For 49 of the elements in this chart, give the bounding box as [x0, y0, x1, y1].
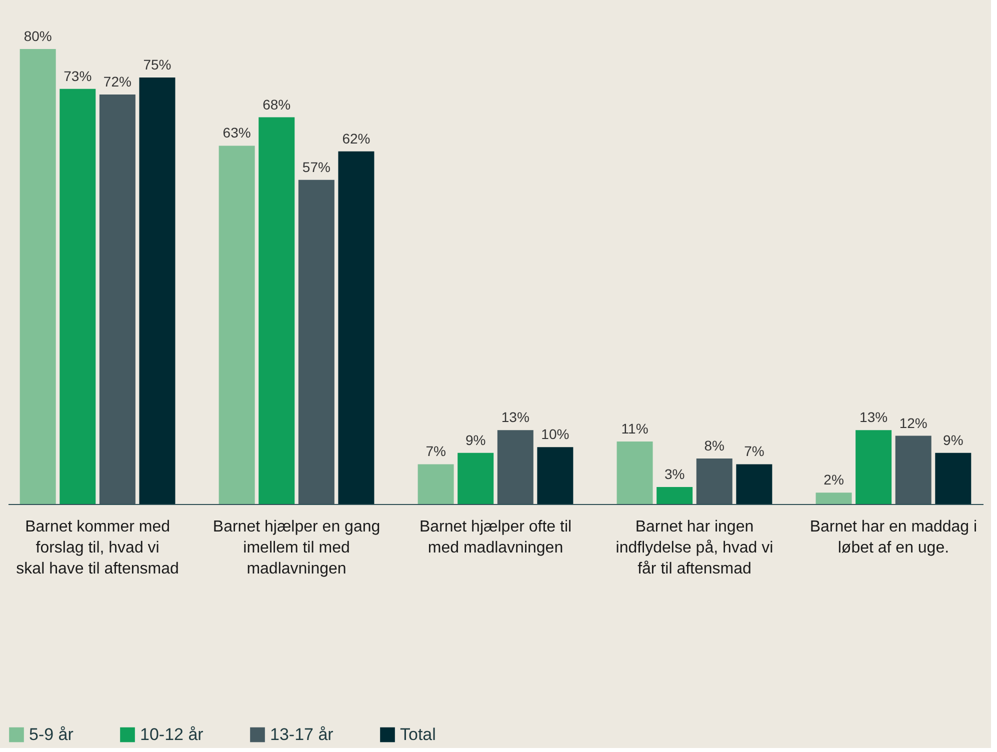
data-label: 57%: [302, 158, 330, 175]
data-label: 9%: [943, 432, 964, 448]
bar: [656, 486, 693, 504]
legend-label: 10-12 år: [140, 724, 204, 744]
x-tick-label: Barnet har en maddag i løbet af en uge.: [810, 518, 978, 556]
bar: [935, 452, 972, 504]
bar: [99, 94, 136, 504]
bar: [497, 430, 534, 504]
legend-label: Total: [400, 724, 436, 744]
bar: [20, 49, 56, 504]
bar: [338, 151, 374, 504]
x-tick-label: Barnet hjælper ofte til med madlavningen: [419, 518, 572, 556]
bar: [895, 436, 932, 504]
data-label: 12%: [899, 414, 928, 431]
data-label: 62%: [342, 130, 370, 146]
bar: [458, 452, 494, 504]
data-label: 13%: [860, 409, 888, 426]
bar: [856, 430, 892, 504]
x-tick-label: Barnet har ingen indflydelse på, hvad vi får til aftensmad: [616, 518, 774, 578]
data-label: 73%: [64, 68, 92, 84]
bar: [60, 88, 96, 504]
data-label: 10%: [541, 426, 570, 442]
bar: [418, 464, 454, 504]
data-label: 7%: [426, 443, 446, 460]
data-label: 13%: [501, 409, 530, 426]
bar: [537, 447, 574, 504]
bar: [139, 77, 176, 504]
bar: [736, 464, 772, 504]
bar: [218, 146, 255, 504]
data-label: 3%: [664, 466, 685, 482]
legend-label: 13-17 år: [270, 724, 334, 744]
bar: [696, 458, 732, 504]
x-tick-label: Barnet hjælper en gang imellem til med madlavningen: [212, 518, 380, 578]
data-label: 75%: [143, 56, 172, 72]
bar: [816, 492, 852, 504]
data-label: 7%: [744, 443, 764, 460]
bar: [258, 117, 295, 504]
data-label: 72%: [103, 74, 132, 90]
data-label: 11%: [621, 420, 648, 436]
legend-label: 5-9 år: [29, 724, 74, 744]
data-label: 9%: [465, 432, 486, 448]
data-label: 2%: [824, 472, 844, 488]
bar: [616, 441, 653, 504]
x-tick-label: Barnet kommer med forslag til, hvad vi skal have til aftensmad: [16, 518, 179, 578]
data-label: 8%: [704, 438, 724, 454]
bar: [298, 180, 334, 504]
data-label: 68%: [262, 96, 291, 112]
data-label: 63%: [222, 124, 251, 141]
data-label: 80%: [24, 28, 52, 44]
